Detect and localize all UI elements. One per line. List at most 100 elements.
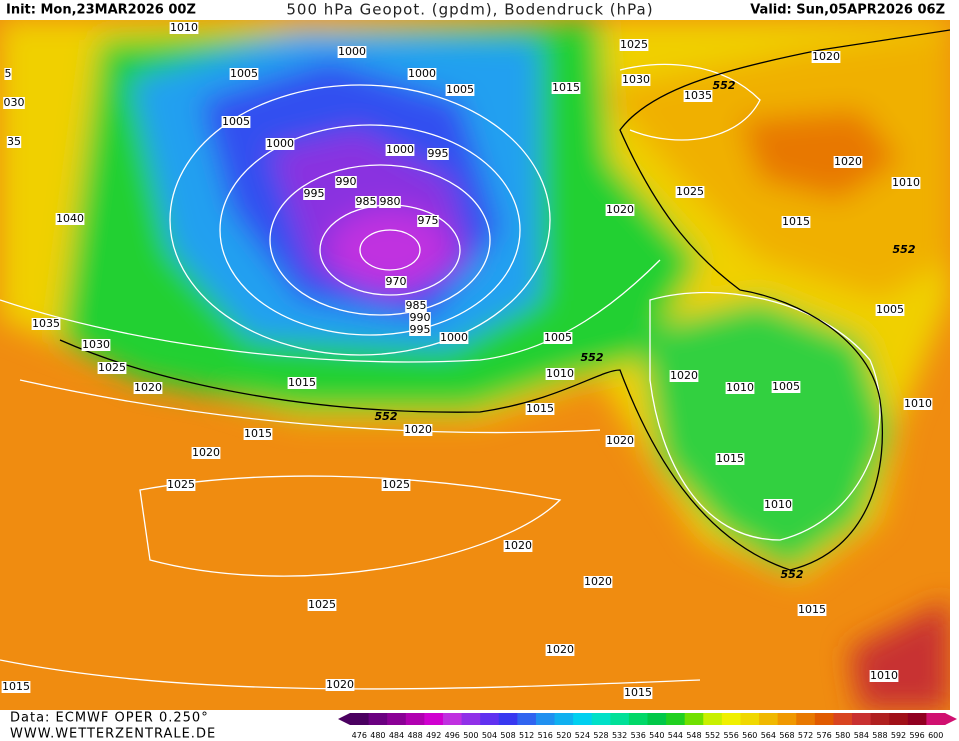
label-box (621, 74, 651, 86)
label-box (6, 136, 22, 148)
colorbar-swatch (442, 713, 463, 725)
pressure-label: 1000 (440, 331, 468, 344)
label-box (715, 453, 745, 465)
colorbar-swatch (833, 713, 853, 725)
label-box (525, 403, 555, 415)
colorbar-swatch (870, 713, 890, 725)
height-label: 552 (781, 568, 804, 581)
label-box (97, 362, 127, 374)
pressure-label: 1035 (32, 317, 60, 330)
pressure-label: 1000 (338, 45, 366, 58)
pressure-label: 1020 (546, 643, 574, 656)
colorbar-label: 544 (668, 731, 683, 740)
colorbar-label: 512 (519, 731, 534, 740)
label-box (675, 186, 705, 198)
label-box (605, 204, 635, 216)
pressure-label: 1020 (670, 369, 698, 382)
colorbar-swatch (777, 713, 797, 725)
label-box (407, 68, 437, 80)
pressure-label: 1020 (326, 678, 354, 691)
pressure-label: 1030 (622, 73, 650, 86)
label-box (605, 435, 635, 447)
pressure-label: 1025 (308, 598, 336, 611)
pressure-label: 1015 (798, 603, 826, 616)
height-label: 552 (581, 351, 604, 364)
pressure-label: 1010 (870, 669, 898, 682)
colorbar-swatch (517, 713, 537, 725)
colorbar-swatch (387, 713, 407, 725)
label-box (797, 604, 827, 616)
label-box (903, 398, 933, 410)
colorbar-swatch (535, 713, 556, 725)
colorbar-label: 552 (705, 731, 720, 740)
pressure-label: 1020 (812, 50, 840, 63)
map-title: 500 hPa Geopot. (gpdm), Bodendruck (hPa) (286, 1, 653, 19)
colorbar-swatch (740, 713, 760, 725)
colorbar-label: 568 (779, 731, 794, 740)
pressure-label: 1015 (624, 686, 652, 699)
pressure-label: 1005 (772, 380, 800, 393)
label-box (229, 68, 259, 80)
pressure-label: 1000 (266, 137, 294, 150)
label-box (891, 177, 921, 189)
colorbar-label: 580 (835, 731, 850, 740)
pressure-label: 990 (336, 175, 357, 188)
label-box (379, 196, 401, 208)
colorbar-label: 496 (445, 731, 460, 740)
label-box (191, 447, 221, 459)
colorbar-swatch (350, 713, 370, 725)
colorbar-label: 548 (686, 731, 701, 740)
pressure-label: 1020 (584, 575, 612, 588)
colorbar-swatch (628, 713, 648, 725)
pressure-label: 030 (4, 96, 25, 109)
pressure-label: 1025 (167, 478, 195, 491)
pressure-label: 1040 (56, 212, 84, 225)
label-box (551, 82, 581, 94)
label-box (583, 576, 613, 588)
colorbar-swatch (926, 713, 946, 725)
pressure-label: 1000 (408, 67, 436, 80)
data-source: Data: ECMWF OPER 0.250° (10, 711, 209, 726)
label-box (409, 324, 431, 336)
colorbar-swatch (759, 713, 779, 725)
colorbar-swatch (424, 713, 444, 725)
colorbar-swatch (684, 713, 704, 725)
label-box (417, 215, 439, 227)
label-box (221, 116, 251, 128)
colorbar-swatch (573, 713, 593, 725)
colorbar-swatch (703, 713, 723, 725)
label-box (427, 148, 449, 160)
label-box (869, 670, 899, 682)
label-box (811, 51, 841, 63)
label-box (503, 540, 533, 552)
colorbar-label: 488 (407, 731, 422, 740)
field (0, 20, 950, 710)
label-box (1, 681, 31, 693)
colorbar-label: 588 (872, 731, 887, 740)
label-box (439, 332, 469, 344)
isobars (0, 63, 881, 690)
label-box (325, 679, 355, 691)
height-label: 552 (893, 243, 916, 256)
label-box (81, 339, 111, 351)
label-box (385, 276, 407, 288)
label-box (545, 644, 575, 656)
colorbar-label: 560 (742, 731, 757, 740)
pressure-label: 1020 (504, 539, 532, 552)
colorbar-label: 516 (538, 731, 553, 740)
label-box (169, 22, 199, 34)
pressure-label: 995 (410, 323, 431, 336)
colorbar-swatch (591, 713, 611, 725)
colorbar-label: 564 (761, 731, 776, 740)
colorbar-swatch (368, 713, 388, 725)
pressure-label: 1005 (544, 331, 572, 344)
colorbar-swatch (610, 713, 630, 725)
colorbar-label: 484 (389, 731, 404, 740)
colorbar-swatch (796, 713, 816, 725)
pressure-label: 1010 (170, 21, 198, 34)
colorbar-swatch (554, 713, 574, 725)
pressure-label: 1010 (546, 367, 574, 380)
pressure-label: 1010 (726, 381, 754, 394)
pressure-label: 985 (356, 195, 377, 208)
pressure-label: 1020 (404, 423, 432, 436)
